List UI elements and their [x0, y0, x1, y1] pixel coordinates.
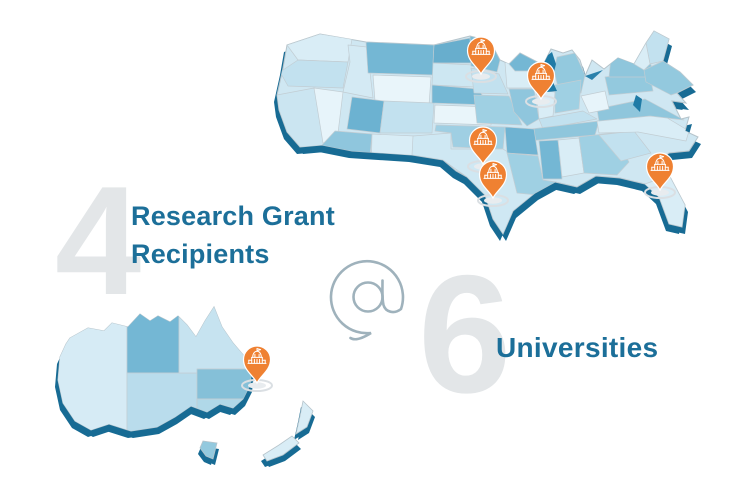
- state-shape: [554, 79, 582, 114]
- state-shape: [580, 90, 610, 114]
- state-shape: [538, 110, 598, 130]
- united-states-map: [274, 30, 701, 241]
- state-shape: [196, 368, 252, 400]
- universities-count-numeral: 6: [418, 240, 511, 428]
- state-shape: [431, 62, 476, 88]
- us-states: [277, 31, 694, 234]
- state-shape: [286, 33, 353, 63]
- recipients-count-numeral: 4: [55, 154, 141, 327]
- state-shape: [538, 139, 563, 180]
- state-shape: [365, 41, 435, 76]
- recipients-headline: Research Grant Recipients: [131, 197, 335, 273]
- state-shape: [342, 44, 374, 99]
- recipients-headline-line2: Recipients: [131, 239, 270, 269]
- recipients-headline-line1: Research Grant: [131, 201, 335, 231]
- state-shape: [379, 100, 435, 134]
- universities-headline: Universities: [496, 332, 659, 363]
- state-shape: [643, 60, 694, 96]
- state-shape: [473, 94, 523, 126]
- state-shape: [633, 42, 651, 71]
- at-symbol: [329, 259, 405, 341]
- state-shape: [346, 96, 385, 134]
- state-shape: [279, 59, 349, 89]
- new-zealand: [261, 400, 315, 467]
- state-shape: [504, 126, 539, 156]
- tasmania: [198, 440, 219, 465]
